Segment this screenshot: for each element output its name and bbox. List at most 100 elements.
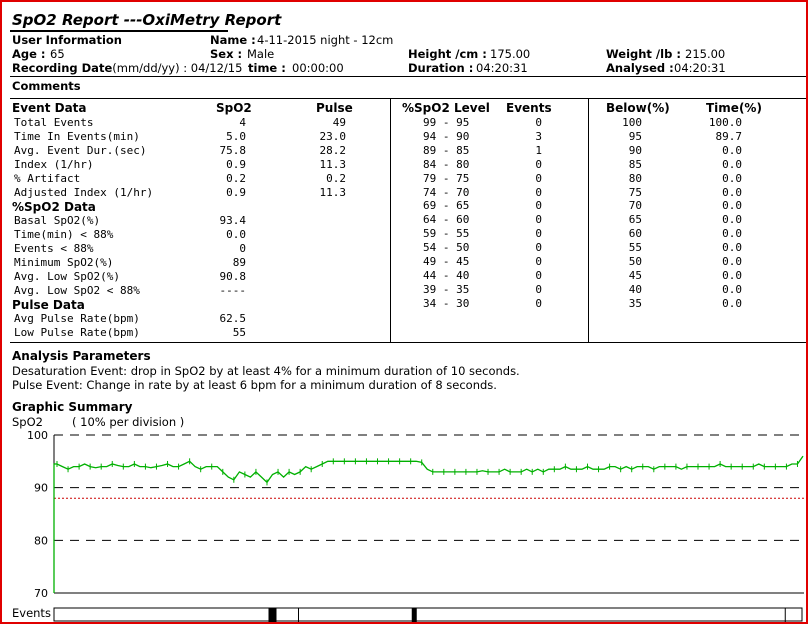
level-row-range: 39 - 35 bbox=[423, 282, 470, 296]
below-row-percent: 55 bbox=[628, 241, 642, 255]
spo2-row-value: 0 bbox=[239, 241, 246, 255]
below-row-percent: 95 bbox=[628, 129, 642, 143]
level-row-events: 0 bbox=[535, 213, 542, 227]
duration-value: 04:20:31 bbox=[476, 61, 528, 75]
recording-date-format: (mm/dd/yy) : bbox=[112, 61, 188, 75]
below-row-time: 0.0 bbox=[722, 268, 742, 282]
below-row-percent: 80 bbox=[628, 171, 642, 185]
spo2-row-label: Events < 88% bbox=[14, 241, 94, 255]
divider bbox=[10, 342, 806, 343]
below-row-time: 0.0 bbox=[722, 185, 742, 199]
below-row-time: 0.0 bbox=[722, 213, 742, 227]
events-bar bbox=[53, 607, 803, 622]
height-label: Height /cm : bbox=[408, 47, 487, 61]
level-row-events: 3 bbox=[535, 129, 542, 143]
spo2-row-label: Basal SpO2(%) bbox=[14, 214, 101, 227]
col-spo2-header: SpO2 bbox=[216, 101, 252, 115]
below-row-time: 0.0 bbox=[722, 241, 742, 255]
level-row-events: 0 bbox=[535, 116, 542, 129]
col-below-header: Below(%) bbox=[606, 101, 670, 115]
event-row-pulse: 23.0 bbox=[319, 129, 347, 143]
name-value: 4-11-2015 night - 12cm bbox=[257, 33, 394, 47]
time-value: 00:00:00 bbox=[292, 61, 344, 75]
below-row-percent: 35 bbox=[628, 296, 642, 310]
spo2-row-value: 90.8 bbox=[219, 269, 247, 283]
level-row-events: 0 bbox=[535, 185, 542, 199]
event-row-pulse: 0.2 bbox=[326, 171, 346, 185]
level-row-range: 59 - 55 bbox=[423, 227, 470, 241]
name-label: Name : bbox=[210, 33, 256, 47]
col-level-header: %SpO2 Level bbox=[402, 101, 490, 115]
level-row-events: 0 bbox=[535, 296, 542, 310]
column-divider bbox=[390, 99, 391, 342]
report-title: SpO2 Report ---OxiMetry Report bbox=[12, 11, 282, 29]
below-row-percent: 50 bbox=[628, 255, 642, 268]
event-row-spo2: 0.2 bbox=[226, 171, 246, 185]
event-mark bbox=[271, 608, 277, 622]
level-row-range: 69 - 65 bbox=[423, 199, 470, 213]
below-row-time: 0.0 bbox=[722, 171, 742, 185]
event-row-spo2: 75.8 bbox=[219, 143, 247, 157]
col-events-header: Events bbox=[506, 101, 552, 115]
level-row-events: 0 bbox=[535, 157, 542, 171]
level-row-range: 44 - 40 bbox=[423, 268, 470, 282]
sex-label: Sex : bbox=[210, 47, 243, 61]
event-row-pulse: 49 bbox=[332, 116, 346, 129]
divider bbox=[10, 76, 806, 77]
below-row-time: 100.0 bbox=[708, 116, 742, 129]
spo2-row-value: ---- bbox=[219, 283, 247, 297]
analysed-value: 04:20:31 bbox=[674, 61, 726, 75]
y-tick-label: 80 bbox=[34, 534, 48, 547]
event-row-spo2: 5.0 bbox=[226, 129, 246, 143]
spo2-row-label: Minimum SpO2(%) bbox=[14, 255, 114, 269]
below-row-time: 0.0 bbox=[722, 199, 742, 213]
weight-value: 215.00 bbox=[685, 47, 726, 61]
level-row-range: 64 - 60 bbox=[423, 213, 470, 227]
below-row-time: 0.0 bbox=[722, 296, 742, 310]
level-row-events: 0 bbox=[535, 268, 542, 282]
below-row-time: 0.0 bbox=[722, 227, 742, 241]
sex-value: Male bbox=[247, 47, 275, 61]
below-row-percent: 100 bbox=[622, 116, 642, 129]
event-row-pulse: 11.3 bbox=[319, 157, 347, 171]
recording-date-row: Recording Date(mm/dd/yy) : 04/12/15 bbox=[12, 61, 242, 75]
level-row-events: 0 bbox=[535, 171, 542, 185]
event-data-heading: Event Data bbox=[12, 101, 87, 115]
age-label: Age : bbox=[12, 47, 46, 61]
weight-label: Weight /lb : bbox=[606, 47, 681, 61]
pulse-row-value: 55 bbox=[232, 325, 246, 339]
pulse-row-label: Low Pulse Rate(bpm) bbox=[14, 325, 140, 339]
event-row-label: Time In Events(min) bbox=[14, 129, 140, 143]
pulse-row-label: Avg Pulse Rate(bpm) bbox=[14, 312, 140, 325]
spo2-trace bbox=[53, 455, 804, 593]
duration-label: Duration : bbox=[408, 61, 474, 75]
spo2-row-label: Avg. Low SpO2 < 88% bbox=[14, 283, 140, 297]
event-row-pulse: 28.2 bbox=[319, 143, 347, 157]
age-value: 65 bbox=[50, 47, 65, 61]
event-row-spo2: 0.9 bbox=[226, 185, 246, 199]
level-row-range: 99 - 95 bbox=[423, 116, 470, 129]
event-mark bbox=[411, 608, 417, 622]
below-row-percent: 45 bbox=[628, 268, 642, 282]
axis-label: SpO2 bbox=[12, 415, 43, 429]
col-pulse-header: Pulse bbox=[316, 101, 353, 115]
below-row-percent: 90 bbox=[628, 143, 642, 157]
analysed-label: Analysed : bbox=[606, 61, 674, 75]
event-row-label: % Artifact bbox=[14, 171, 81, 185]
level-row-events: 1 bbox=[535, 143, 542, 157]
pulse-row-value: 62.5 bbox=[219, 312, 247, 325]
level-row-events: 0 bbox=[535, 199, 542, 213]
division-note: ( 10% per division ) bbox=[72, 415, 185, 429]
event-row-label: Total Events bbox=[14, 116, 94, 129]
col-time-header: Time(%) bbox=[706, 101, 762, 115]
spo2-row-label: Avg. Low SpO2(%) bbox=[14, 269, 120, 283]
spo2-data-heading: %SpO2 Data bbox=[12, 200, 96, 214]
desat-parameter: Desaturation Event: drop in SpO2 by at l… bbox=[12, 364, 520, 378]
below-row-time: 0.0 bbox=[722, 255, 742, 268]
below-row-time: 89.7 bbox=[715, 129, 743, 143]
recording-date-label: Recording Date bbox=[12, 61, 113, 75]
y-tick-label: 100 bbox=[27, 429, 48, 442]
time-label: time : bbox=[248, 61, 286, 75]
